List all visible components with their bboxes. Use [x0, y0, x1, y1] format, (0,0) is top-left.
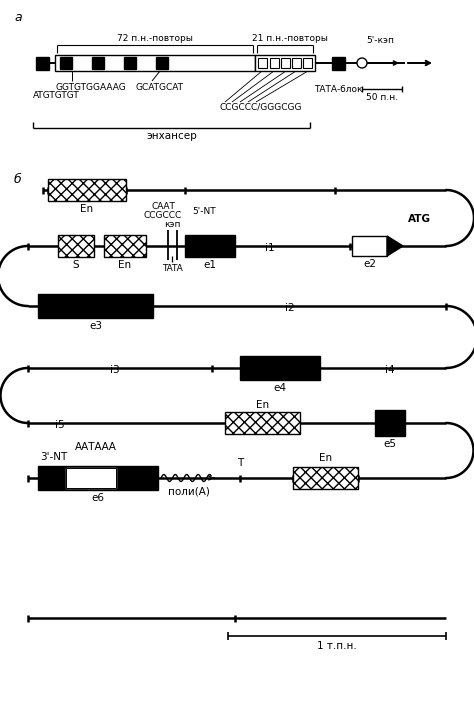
Bar — [38, 466, 158, 490]
Text: 1 т.п.н.: 1 т.п.н. — [317, 641, 357, 651]
Text: GCATGCAT: GCATGCAT — [136, 83, 184, 92]
Text: 72 п.н.-повторы: 72 п.н.-повторы — [117, 34, 193, 43]
Text: поли(А): поли(А) — [168, 486, 210, 496]
Text: ТАТА-блок: ТАТА-блок — [314, 85, 362, 94]
Bar — [38, 294, 153, 318]
Text: En: En — [81, 204, 93, 214]
Text: S: S — [73, 260, 79, 270]
Bar — [352, 236, 387, 256]
Text: СААT: СААT — [151, 202, 175, 211]
Text: б: б — [14, 173, 22, 186]
Text: En: En — [118, 260, 132, 270]
Text: GGTGTGGAAAG: GGTGTGGAAAG — [55, 83, 126, 92]
Bar — [255, 55, 315, 71]
Bar — [258, 58, 267, 68]
Text: En: En — [319, 453, 332, 463]
Text: e2: e2 — [363, 259, 376, 269]
Text: T: T — [237, 458, 243, 468]
Bar — [281, 58, 290, 68]
Text: CCGCCC/GGGCGG: CCGCCC/GGGCGG — [220, 103, 302, 112]
Bar — [332, 57, 345, 70]
Text: e1: e1 — [203, 260, 217, 270]
Text: i2: i2 — [285, 303, 295, 313]
Bar — [292, 58, 301, 68]
Bar — [66, 468, 116, 488]
Text: e4: e4 — [273, 383, 286, 393]
Text: энхансер: энхансер — [146, 131, 197, 141]
Text: 5'-NT: 5'-NT — [192, 207, 216, 216]
Text: кэп: кэп — [164, 220, 180, 229]
Bar — [293, 467, 358, 489]
Text: 5'-кэп: 5'-кэп — [366, 36, 394, 45]
Bar — [48, 179, 126, 201]
Bar — [60, 57, 72, 69]
Bar — [185, 235, 235, 257]
Bar — [58, 235, 94, 257]
Bar — [55, 55, 255, 71]
Text: En: En — [256, 400, 269, 410]
Bar — [124, 57, 136, 69]
Bar — [375, 410, 405, 436]
Text: e5: e5 — [383, 439, 396, 449]
Text: 21 п.н.-повторы: 21 п.н.-повторы — [252, 34, 328, 43]
Text: ААТААА: ААТААА — [75, 442, 117, 452]
Text: ATG: ATG — [408, 214, 431, 224]
Text: i3: i3 — [110, 365, 120, 375]
Circle shape — [357, 58, 367, 68]
Text: ATGTGTGT: ATGTGTGT — [33, 91, 80, 100]
Polygon shape — [387, 236, 403, 256]
Bar — [156, 57, 168, 69]
Bar — [240, 356, 320, 380]
Text: i4: i4 — [385, 365, 395, 375]
Text: 50 п.н.: 50 п.н. — [366, 93, 398, 102]
Bar — [66, 468, 116, 488]
Text: e3: e3 — [89, 321, 102, 331]
Bar — [104, 235, 146, 257]
Text: TATA: TATA — [162, 264, 182, 273]
Text: CCGCCC: CCGCCC — [144, 211, 182, 220]
Bar — [303, 58, 312, 68]
Bar — [36, 57, 49, 70]
Bar — [92, 57, 104, 69]
Text: а: а — [14, 11, 22, 24]
Bar — [270, 58, 279, 68]
Text: i1: i1 — [265, 243, 275, 253]
Text: e6: e6 — [91, 493, 104, 503]
Bar — [225, 412, 300, 434]
Text: 3'-NT: 3'-NT — [40, 452, 68, 462]
Text: i5: i5 — [55, 420, 65, 430]
